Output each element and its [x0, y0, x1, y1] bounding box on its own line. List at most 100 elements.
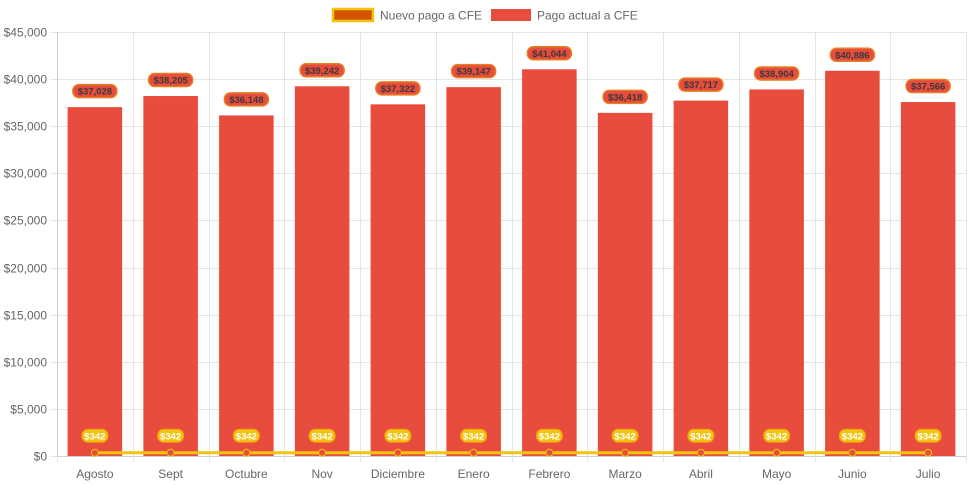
y-tick-label: $5,000 [10, 403, 47, 417]
y-tick-label: $10,000 [4, 356, 48, 370]
x-tick-label: Abril [689, 467, 713, 481]
bar-value-label-box [375, 81, 421, 96]
bar-value-label: $38,904 [759, 69, 794, 80]
line-point [621, 448, 630, 457]
line-value-label-box [535, 428, 563, 443]
y-tick-label: $20,000 [4, 262, 48, 276]
line-value-label: $342 [690, 431, 711, 442]
bar-value-label-box [753, 66, 800, 81]
x-tick-label: Enero [458, 467, 490, 481]
bar-value-label-box [450, 63, 497, 79]
y-tick-label: $45,000 [4, 26, 48, 40]
legend: Nuevo pago a CFE Pago actual a CFE [331, 7, 638, 23]
line-point [848, 448, 857, 457]
bar-value-label: $40,886 [835, 50, 869, 61]
line-point [393, 448, 402, 457]
bar [294, 86, 350, 456]
line-point [469, 448, 478, 457]
line-point [924, 448, 933, 457]
line-value-label-box [384, 428, 412, 443]
bar-value-label-box [602, 89, 648, 105]
x-tick-label: Febrero [528, 467, 570, 481]
bar [219, 115, 274, 456]
bar [143, 96, 198, 457]
x-tick-label: Marzo [608, 467, 642, 481]
x-tick-label: Agosto [76, 467, 114, 481]
line-value-label: $342 [84, 431, 105, 442]
line-value-label: $342 [615, 431, 636, 442]
bar-value-label: $37,717 [684, 80, 718, 91]
line-point [166, 448, 175, 457]
line-value-label-box [763, 428, 791, 443]
bar [749, 89, 804, 456]
line-point [696, 448, 705, 457]
bar-value-label-box [223, 92, 270, 107]
line-value-label: $342 [766, 431, 787, 442]
y-tick-label: $0 [34, 450, 48, 464]
bar-value-label-box [526, 46, 573, 61]
bar [900, 102, 956, 456]
y-tick-label: $30,000 [4, 167, 48, 181]
grid-lines [51, 32, 967, 462]
bar [446, 87, 501, 457]
x-tick-label: Nov [311, 467, 332, 481]
bar-value-label: $39,242 [305, 66, 339, 77]
bar-value-label: $37,028 [78, 87, 112, 98]
bar-value-label: $37,322 [381, 84, 415, 95]
bar-value-label-box [299, 63, 345, 78]
x-tick-label: Diciembre [371, 467, 425, 481]
bar-value-label: $36,148 [229, 95, 263, 106]
line-point [90, 448, 99, 457]
bar [67, 107, 123, 456]
line-point [772, 448, 781, 457]
bar-value-label: $39,147 [456, 67, 490, 78]
x-tick-label: Julio [916, 467, 941, 481]
x-tick-label: Sept [158, 467, 183, 481]
line-value-label-box [611, 428, 639, 443]
y-tick-label: $40,000 [4, 73, 48, 87]
line-value-label-box [81, 428, 109, 443]
bar-value-label-box [72, 83, 118, 99]
bar-value-label-box [905, 78, 951, 94]
bar-value-label-box [147, 72, 194, 88]
bar [825, 70, 880, 456]
line-value-label: $342 [312, 431, 333, 442]
legend-label-nuevo-pago: Nuevo pago a CFE [380, 9, 482, 23]
line-value-label-box [687, 428, 715, 443]
x-tick-label: Junio [838, 467, 867, 481]
line-value-label-box [157, 428, 185, 443]
bar [673, 100, 729, 457]
bar-value-label: $37,566 [911, 82, 945, 93]
x-tick-label: Octubre [225, 467, 268, 481]
legend-swatch-pago-actual [491, 9, 531, 21]
y-tick-label: $15,000 [4, 309, 48, 323]
x-tick-label: Mayo [762, 467, 792, 481]
bar-value-label: $41,044 [532, 49, 567, 60]
line-value-label-box [914, 428, 942, 443]
bar [522, 69, 577, 456]
line-point [545, 448, 554, 457]
bar-value-label-box [678, 77, 724, 92]
line-value-label: $342 [918, 431, 939, 442]
bar-value-label: $38,205 [153, 76, 188, 87]
bar [597, 112, 653, 456]
bar-value-label-box [829, 47, 876, 63]
line-value-label: $342 [160, 431, 181, 442]
y-tick-label: $25,000 [4, 214, 48, 228]
line-value-label: $342 [387, 431, 408, 442]
line-value-label-box [232, 428, 260, 443]
line-value-label: $342 [463, 431, 484, 442]
y-tick-label: $35,000 [4, 120, 48, 134]
line-point [318, 448, 327, 457]
line-point [242, 448, 251, 457]
line-value-label-box [308, 428, 336, 443]
line-value-label: $342 [539, 431, 560, 442]
line-value-label: $342 [236, 431, 257, 442]
legend-swatch-nuevo-pago [331, 7, 375, 23]
line-value-label-box [460, 428, 488, 443]
bar-value-label: $36,418 [608, 92, 642, 103]
line-value-label: $342 [842, 431, 863, 442]
line-value-label-box [838, 428, 866, 443]
bar [370, 104, 426, 457]
